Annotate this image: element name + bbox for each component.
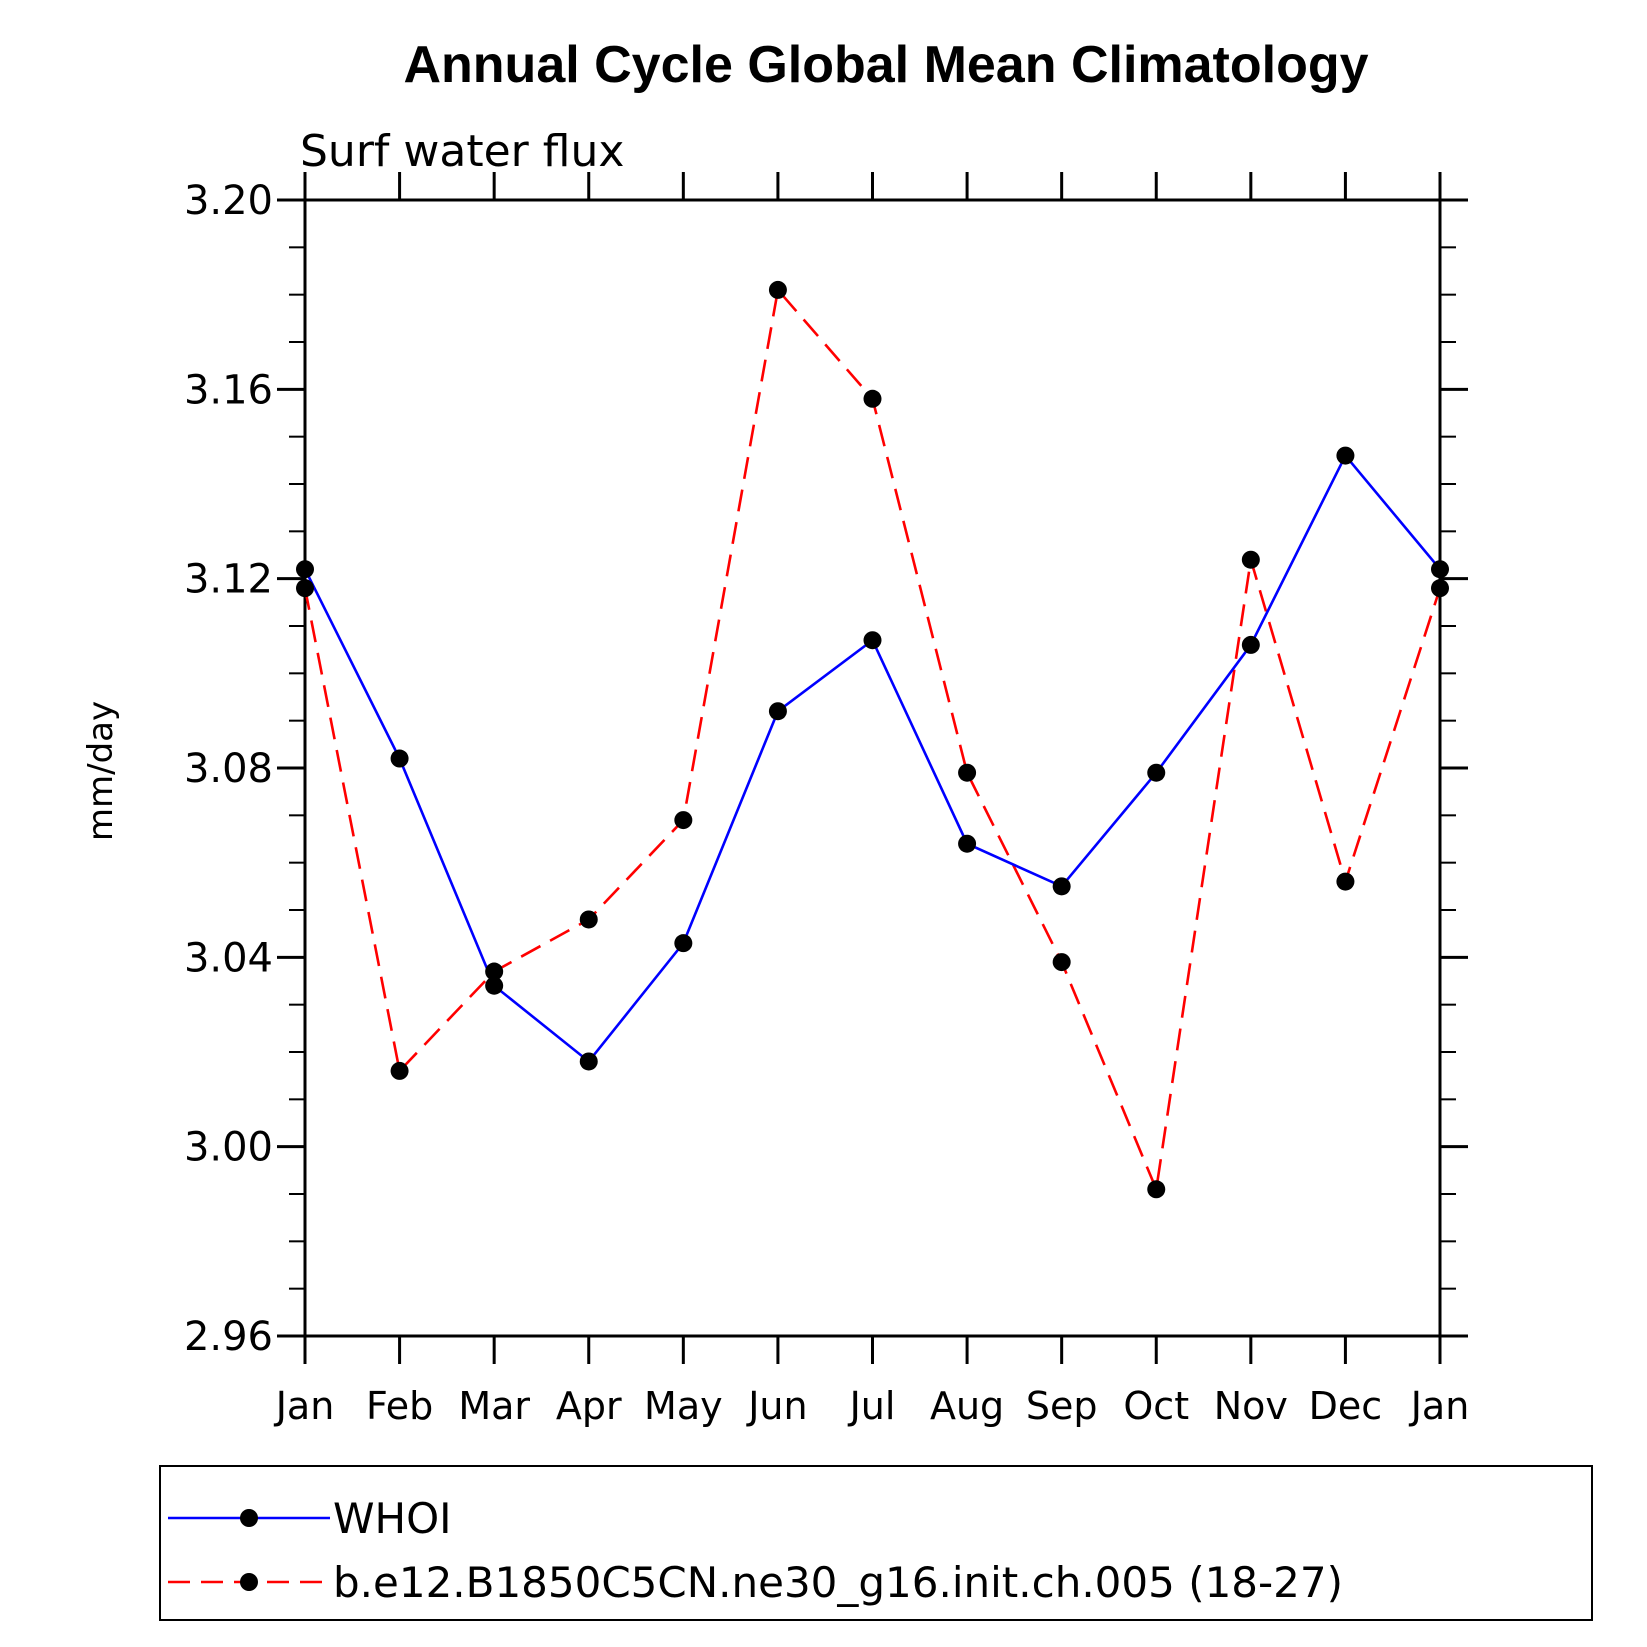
- data-point-series-0: [579, 1052, 598, 1071]
- legend-label-0: WHOI: [333, 1494, 452, 1543]
- data-series: [303, 287, 1442, 1195]
- x-tick-label: Sep: [1026, 1384, 1098, 1428]
- data-point-series-1: [390, 1061, 409, 1080]
- data-point-series-1: [485, 962, 504, 981]
- y-tick-label: 3.04: [184, 935, 273, 981]
- data-point-series-1: [674, 811, 693, 830]
- data-markers: [296, 280, 1449, 1199]
- chart-title: Annual Cycle Global Mean Climatology: [403, 36, 1368, 94]
- x-tick-label: May: [644, 1384, 723, 1428]
- x-tick-label: Jan: [274, 1384, 335, 1428]
- x-tick-label: Nov: [1214, 1384, 1288, 1428]
- data-point-series-1: [1241, 550, 1260, 569]
- data-point-series-0: [1431, 560, 1449, 579]
- chart-subtitle: Surf water flux: [300, 126, 624, 177]
- y-axis-label: mm/day: [81, 701, 121, 841]
- x-tick-label: Mar: [458, 1384, 530, 1428]
- data-point-series-0: [485, 976, 504, 995]
- data-point-series-1: [1431, 579, 1449, 598]
- data-point-series-1: [1336, 872, 1355, 891]
- legend-marker-0: [240, 1509, 258, 1527]
- x-tick-label: Feb: [366, 1384, 433, 1428]
- data-point-series-0: [390, 749, 409, 768]
- data-point-series-1: [863, 389, 882, 408]
- data-point-series-1: [1147, 1180, 1166, 1199]
- plot-axes: 2.96 3.00 3.04 3.08 3.12 3.16 3.20 Jan Feb Mar Apr…: [184, 172, 1469, 1428]
- data-point-series-0: [1241, 635, 1260, 654]
- plot-frame: [303, 198, 1442, 1338]
- data-point-series-0: [296, 560, 314, 579]
- y-tick-label: 3.16: [184, 367, 273, 413]
- y-tick-label: 2.96: [184, 1314, 273, 1360]
- x-tick-label: Oct: [1123, 1384, 1189, 1428]
- x-tick-label: Dec: [1309, 1384, 1383, 1428]
- series-line-0: [303, 453, 1441, 1064]
- legend-marker-1: [240, 1573, 258, 1591]
- legend-box: [159, 1465, 1593, 1621]
- data-point-series-1: [579, 910, 598, 929]
- data-point-series-0: [1147, 763, 1166, 782]
- series-line-1: [303, 287, 1442, 1195]
- x-tick-label: Apr: [556, 1384, 622, 1428]
- data-point-series-1: [1052, 953, 1071, 972]
- y-tick-label: 3.20: [184, 178, 273, 224]
- legend-label-1: b.e12.B1850C5CN.ne30_g16.init.ch.005 (18…: [333, 1558, 1343, 1607]
- data-point-series-0: [1336, 446, 1355, 465]
- x-tick-label: Aug: [930, 1384, 1004, 1428]
- x-tick-label: Jul: [848, 1384, 896, 1428]
- data-point-series-1: [296, 579, 314, 598]
- data-point-series-1: [958, 763, 977, 782]
- x-tick-label: Jun: [746, 1384, 807, 1428]
- data-point-series-0: [863, 631, 882, 650]
- x-tick-label: Jan: [1409, 1384, 1470, 1428]
- data-point-series-0: [1052, 877, 1071, 896]
- legend: WHOI b.e12.B1850C5CN.ne30_g16.init.ch.005…: [159, 1465, 1593, 1621]
- data-point-series-0: [674, 934, 693, 953]
- y-tick-label: 3.12: [184, 557, 273, 603]
- data-point-series-0: [958, 834, 977, 853]
- y-tick-label: 3.00: [184, 1125, 273, 1171]
- y-tick-label: 3.08: [184, 746, 273, 792]
- data-point-series-0: [768, 702, 787, 721]
- data-point-series-1: [768, 280, 787, 299]
